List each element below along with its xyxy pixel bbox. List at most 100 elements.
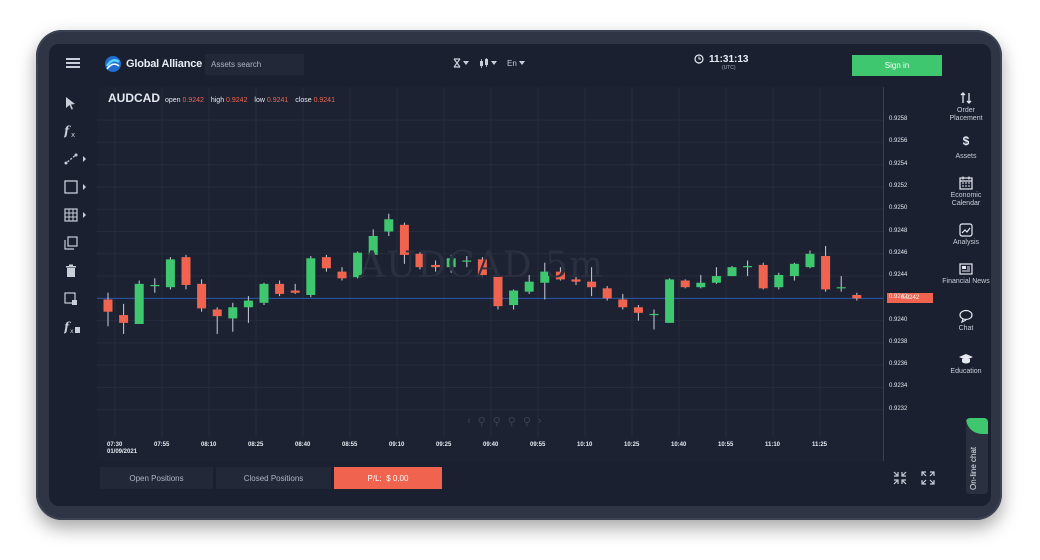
x-tick-label: 11:25 xyxy=(812,442,828,448)
candle-down xyxy=(602,288,612,299)
closed-positions-tab[interactable]: Closed Positions xyxy=(216,467,331,489)
trendline-tool[interactable] xyxy=(64,150,90,168)
sidebar-item-assets[interactable]: $ Assets xyxy=(941,135,991,161)
shape-tool[interactable] xyxy=(64,178,90,196)
y-tick-label: 0.9242 xyxy=(889,294,908,301)
delete-tool[interactable] xyxy=(64,262,90,280)
sidebar-item-financial-news[interactable]: Financial News xyxy=(941,262,991,286)
cursor-arrow-icon xyxy=(66,97,75,110)
zoom-out-icon[interactable]: ⚲ xyxy=(492,416,501,428)
sign-in-button[interactable]: Sign in xyxy=(852,55,942,76)
y-tick-label: 0.9250 xyxy=(889,205,908,212)
x-tick-label: 10:25 xyxy=(624,442,640,448)
sidebar-item-label: Order Placement xyxy=(949,107,983,122)
x-tick-label: 08:40 xyxy=(295,442,311,448)
assets-search-input[interactable] xyxy=(205,54,304,75)
order-placement-icon xyxy=(960,92,972,104)
candle-up xyxy=(243,300,253,308)
x-tick-label: 11:10 xyxy=(765,442,781,448)
candle-up xyxy=(649,313,659,316)
candle-up xyxy=(353,252,363,278)
sidebar-item-order-placement[interactable]: Order Placement xyxy=(941,91,991,123)
candle-up xyxy=(384,219,394,232)
chart-type-selector[interactable] xyxy=(479,58,497,68)
positions-bar: Open Positions Closed Positions P/L: $ 0… xyxy=(97,464,941,506)
timeframe-selector[interactable] xyxy=(453,58,469,68)
candle-down xyxy=(758,264,768,289)
x-date-label: 01/09/2021 xyxy=(107,449,138,455)
y-tick-label: 0.9246 xyxy=(889,249,908,256)
candle-down xyxy=(275,283,285,294)
candles-icon xyxy=(480,58,488,68)
chart-plot-area[interactable]: AUDCAD 5m AUDCAD open 0.9242 high 0.9242… xyxy=(97,87,883,461)
zoom-fit-icon[interactable]: ⚲ xyxy=(522,416,531,428)
candle-up xyxy=(774,274,784,288)
current-price-tag: 0.9242 xyxy=(887,293,933,304)
candle-down xyxy=(119,315,129,323)
candle-down xyxy=(477,259,487,275)
y-tick-label: 0.9254 xyxy=(889,160,908,167)
trendline-icon xyxy=(64,153,86,165)
scroll-left-icon[interactable]: ‹ xyxy=(467,415,471,427)
online-chat-button[interactable]: On-line chat xyxy=(966,418,988,494)
chat-status-indicator xyxy=(966,418,988,434)
collapse-icon[interactable] xyxy=(892,470,908,486)
candle-down xyxy=(633,307,643,313)
price-chart[interactable]: AUDCAD 5m AUDCAD open 0.9242 high 0.9242… xyxy=(97,87,941,461)
candle-down xyxy=(852,295,862,299)
open-label: open xyxy=(164,97,181,104)
sidebar-item-analysis[interactable]: Analysis xyxy=(941,223,991,247)
chat-icon xyxy=(959,309,973,323)
hamburger-menu-icon[interactable] xyxy=(66,58,80,68)
sidebar-item-economic-calendar[interactable]: Economic Calendar xyxy=(941,176,991,208)
layers-tool[interactable] xyxy=(64,234,90,252)
candle-down xyxy=(197,283,207,309)
candle-up xyxy=(665,279,675,323)
low-label: low xyxy=(254,97,265,104)
logo-mark-icon xyxy=(105,56,121,72)
y-tick-label: 0.9238 xyxy=(889,338,908,345)
copy-icon xyxy=(64,236,78,250)
zoom-reset-icon[interactable]: ⚲ xyxy=(507,416,516,428)
profit-loss-value: P/L: $ 0.00 xyxy=(367,473,409,483)
open-positions-tab[interactable]: Open Positions xyxy=(100,467,213,489)
symbol-label: AUDCAD xyxy=(108,91,160,105)
candle-up xyxy=(743,266,753,268)
news-icon xyxy=(959,263,973,275)
y-axis[interactable]: 0.9242 0.9258 0.9256 0.9254 0.9252 0.9250 0.9… xyxy=(883,87,941,461)
candle-down xyxy=(415,253,425,268)
candle-down xyxy=(555,271,565,280)
candle-up xyxy=(368,235,378,255)
x-tick-label: 08:25 xyxy=(248,442,264,448)
candle-up xyxy=(228,307,238,319)
logo-text: Global Alliance xyxy=(126,58,203,70)
candle-up xyxy=(696,282,706,288)
sidebar-item-education[interactable]: Education xyxy=(941,352,991,376)
fullscreen-icon[interactable] xyxy=(920,470,936,486)
y-tick-label: 0.9252 xyxy=(889,182,908,189)
candle-up xyxy=(165,259,175,288)
zoom-in-icon[interactable]: ⚲ xyxy=(477,416,486,428)
language-selector[interactable]: En xyxy=(507,59,525,68)
trading-platform-window: Global Alliance En 11:31:13 (UTC) xyxy=(49,44,991,506)
candle-up xyxy=(727,267,737,277)
sidebar-item-chat[interactable]: Chat xyxy=(941,309,991,333)
candle-down xyxy=(103,299,113,312)
grid-tool[interactable] xyxy=(64,206,90,224)
education-icon xyxy=(959,354,973,364)
chevron-down-icon xyxy=(491,61,497,65)
chevron-down-icon xyxy=(463,61,469,65)
y-tick-label: 0.9256 xyxy=(889,138,908,145)
logo[interactable]: Global Alliance xyxy=(104,55,202,73)
server-clock: 11:31:13 (UTC) xyxy=(694,54,748,71)
remove-drawings-tool[interactable] xyxy=(64,290,90,308)
sidebar-item-label: Chat xyxy=(958,325,974,332)
y-tick-label: 0.9234 xyxy=(889,383,908,390)
candle-up xyxy=(306,258,316,296)
scroll-right-icon[interactable]: › xyxy=(537,415,542,427)
chevron-down-icon xyxy=(518,61,525,65)
cursor-tool[interactable] xyxy=(64,94,90,112)
grid-icon xyxy=(64,208,86,222)
